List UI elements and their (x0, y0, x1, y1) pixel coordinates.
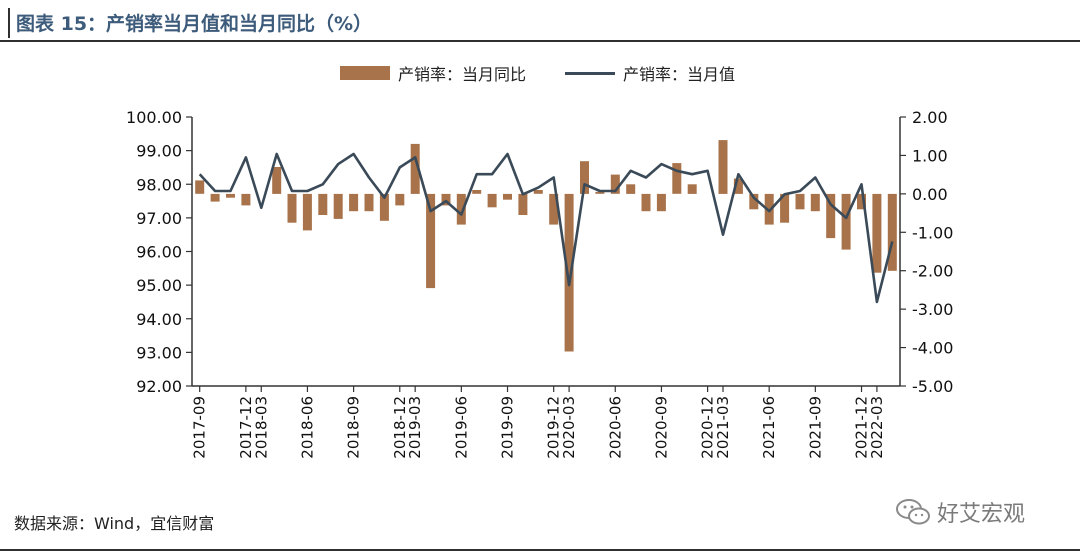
bar-2020-10 (672, 163, 682, 194)
bar-2022-03 (872, 193, 882, 273)
bar-2018-06 (302, 193, 312, 231)
bar-2019-04 (426, 193, 436, 289)
y-right-tick-label: -5.00 (912, 377, 953, 396)
legend-swatch-line (565, 71, 615, 75)
bar-2021-07 (780, 193, 790, 223)
y-left-tick-label: 99.00 (136, 142, 182, 161)
y-right-tick-label: -2.00 (912, 262, 953, 281)
bar-2022-04 (887, 193, 897, 271)
chart-title: 图表 15：产销率当月值和当月同比（%） (16, 13, 373, 35)
watermark: 好艾宏观 (895, 496, 1025, 528)
chart-plot: 100.00 99.00 98.00 97.00 96.00 95.00 94.00 93.0… (126, 108, 953, 459)
x-tick-label: 2018-06 (298, 396, 316, 459)
bar-2020-07 (626, 184, 636, 194)
x-tick-label: 2017-12 (237, 396, 255, 459)
legend-label-yoy: 产销率：当月同比 (398, 65, 527, 84)
wechat-icon (896, 499, 930, 525)
y-left-tick-label: 100.00 (126, 108, 182, 127)
title-accent (8, 8, 10, 38)
bar-2019-10 (518, 193, 528, 215)
bar-2019-06 (456, 193, 466, 225)
bar-2018-10 (364, 193, 374, 212)
y-right-tick-label: 0.00 (912, 185, 948, 204)
bar-2019-11 (533, 190, 543, 194)
y-right-tick-label: -3.00 (912, 300, 953, 319)
x-tick-label: 2020-03 (560, 396, 578, 459)
bar-2018-12 (395, 193, 405, 206)
bar-2020-11 (687, 184, 697, 194)
bar-2017-11 (226, 193, 235, 198)
bar-2020-06 (610, 174, 620, 194)
x-tick-label: 2021-06 (760, 396, 778, 459)
bar-2020-08 (641, 193, 651, 212)
x-tick-label: 2018-03 (252, 396, 270, 459)
bar-2018-11 (379, 193, 389, 221)
y-left-tick-label: 98.00 (136, 175, 182, 194)
bar-2019-12 (549, 193, 559, 225)
bar-2019-08 (487, 193, 497, 208)
x-tick-label: 2020-09 (652, 396, 670, 459)
legend-swatch-bar (340, 66, 390, 80)
bar-2021-12 (857, 193, 866, 210)
y-left-tick-label: 92.00 (136, 377, 182, 396)
bar-2019-05 (441, 193, 451, 206)
y-left-tick-label: 95.00 (136, 276, 182, 295)
bar-2020-05 (595, 191, 605, 194)
x-tick-label: 2017-09 (191, 396, 209, 459)
y-right-tick-label: 1.00 (912, 146, 948, 165)
bar-2021-09 (810, 193, 820, 212)
x-tick-label: 2021-09 (806, 396, 824, 459)
bar-2019-03 (410, 143, 420, 194)
y-right-tick-label: 2.00 (912, 108, 948, 127)
x-tick-label: 2021-12 (853, 396, 871, 459)
x-tick-label: 2019-06 (452, 396, 470, 459)
y-left-tick-label: 94.00 (136, 310, 182, 329)
bar-2017-09 (195, 180, 205, 194)
bar-2018-04 (272, 167, 282, 194)
x-tick-label: 2019-03 (406, 396, 424, 459)
y-left-tick-label: 93.00 (136, 343, 182, 362)
bar-2017-10 (210, 193, 220, 202)
bar-2021-08 (795, 193, 805, 210)
legend-item-yoy: 产销率：当月同比 (340, 60, 526, 86)
bar-2018-08 (333, 193, 343, 219)
x-tick-label: 2018-09 (345, 396, 363, 459)
bar-2021-05 (749, 193, 759, 210)
x-tick-label: 2019-09 (499, 396, 517, 459)
bar-2021-10 (826, 193, 836, 239)
bottom-rule (0, 549, 1080, 551)
bar-2019-07 (472, 190, 482, 194)
bar-2018-05 (287, 193, 297, 223)
x-tick-label: 2019-12 (545, 396, 563, 459)
bar-2021-03 (718, 140, 728, 194)
x-tick-label: 2021-03 (714, 396, 732, 459)
bar-2017-12 (241, 193, 251, 206)
legend-label-value: 产销率：当月值 (623, 65, 736, 84)
y-right-tick-label: -1.00 (912, 223, 953, 242)
bar-2021-11 (841, 193, 851, 250)
bar-2020-03 (564, 193, 574, 352)
bar-2018-09 (349, 193, 359, 212)
x-tick-label: 2022-03 (868, 396, 886, 459)
watermark-text: 好艾宏观 (937, 502, 1026, 527)
bar-2020-09 (656, 193, 666, 212)
bar-2021-04 (733, 178, 743, 194)
bar-2018-07 (318, 193, 328, 215)
y-left-tick-label: 96.00 (136, 243, 182, 262)
y-left-tick-label: 97.00 (136, 209, 182, 228)
title-bar: 图表 15：产销率当月值和当月同比（%） (0, 0, 1080, 42)
x-tick-label: 2020-06 (606, 396, 624, 459)
bar-2019-09 (503, 193, 512, 200)
source-note: 数据来源：Wind，宜信财富 (14, 514, 215, 533)
y-right-tick-label: -4.00 (912, 339, 953, 358)
bar-2020-04 (580, 161, 589, 194)
series-line-value (198, 152, 894, 304)
x-tick-label: 2020-12 (699, 396, 717, 459)
legend-item-value: 产销率：当月值 (565, 60, 735, 86)
x-tick-label: 2018-12 (391, 396, 409, 459)
